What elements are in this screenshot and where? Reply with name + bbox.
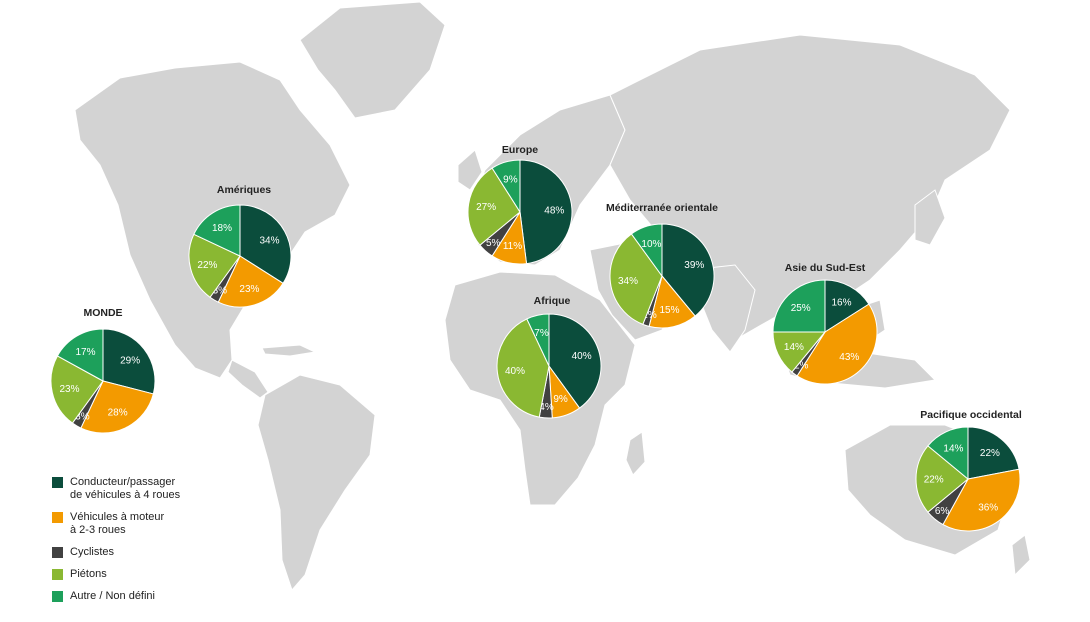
legend-swatch (52, 591, 63, 602)
pie-slice (967, 426, 1020, 480)
pie-charts: 29% 28% 3% 23% 17% MONDE 34% 23% 3% 22% 18% Amériqu… (50, 144, 1022, 532)
legend-swatch (52, 512, 63, 523)
slice-label: 34% (259, 235, 279, 246)
slice-label: 7% (534, 328, 549, 339)
slice-label: 39% (684, 260, 704, 271)
pie-slice (526, 313, 550, 367)
slice-label: 15% (659, 305, 679, 316)
pie-slice (927, 426, 969, 481)
legend-item: Véhicules à moteur à 2-3 roues (52, 511, 252, 537)
pie-monde: 29% 28% 3% 23% 17% MONDE (50, 307, 156, 434)
legend-item: Autre / Non défini (52, 590, 252, 603)
pie-slice (630, 223, 663, 278)
legend-swatch (52, 547, 63, 558)
legend-swatch (52, 477, 63, 488)
pie-slice (50, 355, 104, 424)
slice-label: 22% (924, 475, 944, 486)
pie-slice (491, 159, 521, 214)
pie-slice (824, 279, 870, 333)
pie-slice (193, 204, 241, 257)
slice-label: 29% (120, 356, 140, 367)
slice-label: 28% (108, 408, 128, 419)
pie-slice (548, 313, 602, 409)
slice-label: 3% (213, 286, 228, 297)
pie-slice (648, 274, 696, 329)
slice-label: 11% (503, 241, 522, 252)
legend-label: Autre / Non défini (70, 590, 155, 602)
pie-ameriques: 34% 23% 3% 22% 18% Amériques (188, 184, 292, 308)
pie-slice (942, 468, 1021, 532)
slice-label: 2% (794, 360, 809, 371)
legend-label: Piétons (70, 568, 107, 580)
greenland-shape (299, 1, 446, 119)
legend: Conducteur/passager de véhicules à 4 rou… (52, 476, 252, 612)
slice-label: 48% (544, 205, 564, 216)
slice-label: 14% (943, 443, 963, 454)
pie-title: Afrique (534, 295, 571, 307)
pie-slice (772, 279, 826, 333)
uk-shape (457, 149, 483, 191)
pie-slice (796, 303, 878, 385)
pie-mediterranee-orientale: 39% 15%2% 34% 10% Méditerranée orientale (606, 202, 718, 329)
legend-item: Conducteur/passager de véhicules à 4 rou… (52, 476, 252, 502)
slice-label: 43% (839, 352, 859, 363)
pie-title: Europe (502, 144, 538, 156)
japan-shape (914, 189, 946, 246)
pie-slice (496, 318, 550, 418)
pie-title: Méditerranée orientale (606, 202, 718, 214)
pie-slice (519, 159, 573, 265)
new-zealand-shape (1011, 534, 1031, 577)
pie-europe: 48% 11%5% 27% 9% Europe (467, 144, 573, 265)
central-america-shape (227, 359, 269, 399)
slice-label: 23% (239, 284, 259, 295)
slice-label: 10% (641, 239, 661, 250)
legend-label: Véhicules à moteur à 2-3 roues (70, 511, 165, 536)
slice-label: 2% (642, 310, 657, 321)
pie-slice (915, 445, 969, 513)
legend-label: Conducteur/passager de véhicules à 4 rou… (70, 476, 181, 501)
slice-label: 3% (75, 411, 90, 422)
legend-item: Piétons (52, 568, 252, 581)
slice-label: 23% (59, 384, 79, 395)
slice-label: 9% (553, 394, 568, 405)
pie-slice (80, 380, 154, 434)
slice-label: 5% (486, 238, 501, 249)
pie-pacifique-occidental: 22% 36% 6% 22% 14% Pacifique occidental (915, 409, 1022, 532)
pie-slice (102, 328, 156, 395)
pie-title: Amériques (217, 184, 271, 196)
pie-title: Asie du Sud-Est (785, 262, 866, 274)
pie-slice (56, 328, 104, 382)
legend-label: Cyclistes (70, 546, 115, 558)
slice-label: 40% (572, 351, 592, 362)
pie-afrique: 40% 9%4% 40% 7% Afrique (496, 295, 602, 419)
slice-label: 22% (980, 448, 1000, 459)
pie-title: MONDE (83, 307, 122, 319)
pie-slice (661, 223, 715, 317)
slice-label: 27% (476, 202, 496, 213)
slice-label: 6% (935, 506, 950, 517)
south-america-shape (257, 374, 376, 591)
slice-label: 18% (212, 223, 232, 234)
slice-label: 14% (784, 342, 804, 353)
pie-slice (467, 167, 521, 246)
slice-label: 22% (197, 260, 217, 271)
legend-item: Cyclistes (52, 546, 252, 559)
slice-label: 34% (618, 276, 638, 287)
pie-slice (609, 233, 663, 325)
pie-asie-du-sud-est: 16% 43% 2% 14% 25% Asie du Sud-Est (772, 262, 878, 385)
slice-label: 16% (831, 297, 851, 308)
slice-label: 25% (791, 303, 811, 314)
slice-label: 36% (978, 502, 998, 513)
slice-label: 40% (505, 366, 525, 377)
pie-title: Pacifique occidental (920, 409, 1022, 421)
slice-label: 4% (539, 402, 554, 413)
slice-label: 9% (503, 175, 518, 186)
slice-label: 17% (75, 347, 95, 358)
legend-swatch (52, 569, 63, 580)
madagascar-shape (625, 431, 646, 476)
caribbean-shape (261, 344, 317, 357)
